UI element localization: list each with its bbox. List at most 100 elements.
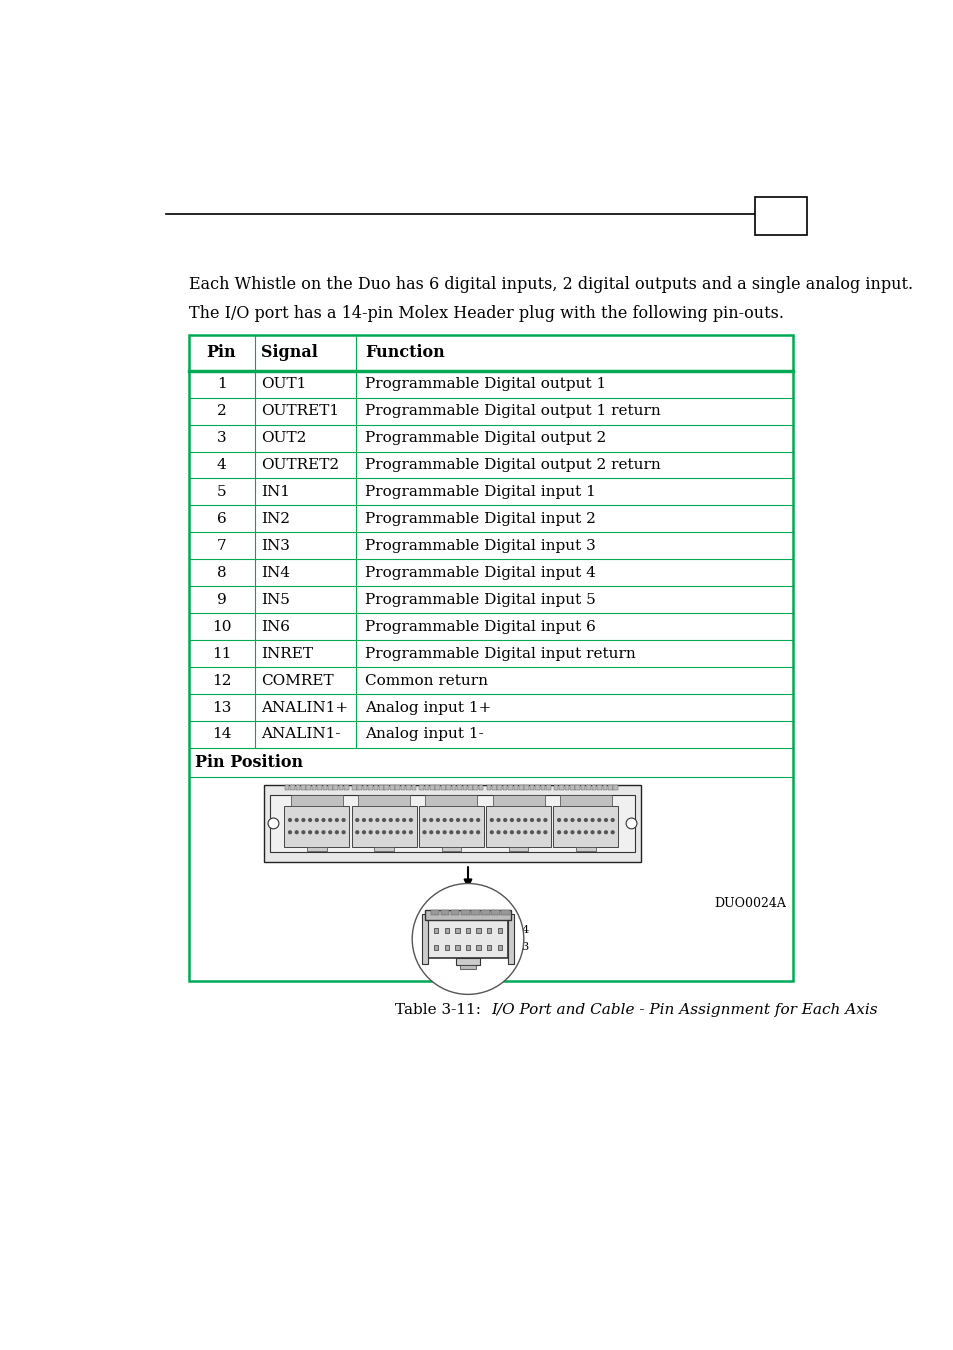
Bar [444,929,449,933]
Text: Programmable Digital output 2: Programmable Digital output 2 [365,431,605,446]
Circle shape [523,830,526,834]
Circle shape [510,818,513,821]
Bar [291,795,342,806]
Text: 2: 2 [216,404,226,418]
Bar [440,910,449,915]
Circle shape [530,830,533,834]
Bar [434,945,437,949]
Bar [545,784,550,790]
Text: Each Whistle on the Duo has 6 digital inputs, 2 digital outputs and a single ana: Each Whistle on the Duo has 6 digital in… [189,275,912,293]
Bar [440,784,445,790]
Bar [306,784,311,790]
Circle shape [335,818,338,821]
Bar [422,914,427,964]
Circle shape [329,830,332,834]
Bar [591,784,596,790]
Circle shape [564,830,567,834]
Circle shape [362,818,365,821]
Bar [425,910,510,919]
Circle shape [322,830,325,834]
Bar [322,784,327,790]
Bar [460,910,469,915]
Bar [575,784,579,790]
Bar [357,795,410,806]
Text: Programmable Digital input 2: Programmable Digital input 2 [365,512,596,526]
Bar [444,945,449,949]
Text: 12: 12 [212,674,231,687]
Text: 11: 11 [212,647,231,660]
Bar [487,929,491,933]
Bar [476,945,480,949]
Circle shape [302,818,304,821]
Text: IN4: IN4 [261,566,290,579]
Text: 9: 9 [216,593,226,606]
Bar [446,784,451,790]
Text: 5: 5 [216,485,226,500]
Circle shape [443,830,446,834]
Bar [553,806,618,846]
Bar [524,784,529,790]
Text: OUT2: OUT2 [261,431,306,446]
Bar [613,784,618,790]
Text: 10: 10 [212,620,231,633]
Bar [497,945,501,949]
Circle shape [409,830,412,834]
Bar [400,784,405,790]
Circle shape [369,830,372,834]
Bar [602,784,606,790]
Bar [462,784,467,790]
Bar [529,784,534,790]
Circle shape [517,818,519,821]
Circle shape [268,818,278,829]
Circle shape [315,830,318,834]
Text: The I/O port has a 14-pin Molex Header plug with the following pin-outs.: The I/O port has a 14-pin Molex Header p… [189,305,783,323]
Bar [333,784,337,790]
Circle shape [604,818,607,821]
Bar [597,784,601,790]
Circle shape [476,830,479,834]
Circle shape [503,830,506,834]
Circle shape [591,818,594,821]
Circle shape [503,818,506,821]
Circle shape [456,818,459,821]
Circle shape [342,818,345,821]
Circle shape [382,818,385,821]
Text: 13: 13 [212,701,231,714]
Bar [338,784,343,790]
Bar [576,846,595,850]
Text: 4: 4 [216,458,226,472]
Bar [452,784,456,790]
Text: 7: 7 [216,539,226,553]
Bar [441,846,460,850]
Circle shape [389,830,392,834]
Text: Pin: Pin [207,344,236,362]
Bar [406,784,411,790]
Bar [378,784,383,790]
Text: IN2: IN2 [261,512,290,526]
Bar [607,784,612,790]
Circle shape [470,818,473,821]
Text: Programmable Digital input 5: Programmable Digital input 5 [365,593,595,606]
Circle shape [342,830,345,834]
Text: 8: 8 [216,566,226,579]
Circle shape [423,830,425,834]
Circle shape [412,883,523,995]
Bar [497,784,501,790]
Text: OUTRET2: OUTRET2 [261,458,339,472]
Text: Function: Function [365,344,444,362]
Bar [395,784,399,790]
Circle shape [443,818,446,821]
Circle shape [537,830,539,834]
Bar [465,945,470,949]
Bar [487,945,491,949]
Circle shape [430,818,432,821]
Circle shape [497,830,499,834]
Bar [456,784,461,790]
Circle shape [309,818,312,821]
Bar [468,784,472,790]
Circle shape [436,818,439,821]
Bar [558,784,563,790]
Circle shape [355,830,358,834]
Circle shape [375,830,378,834]
Bar [518,784,523,790]
